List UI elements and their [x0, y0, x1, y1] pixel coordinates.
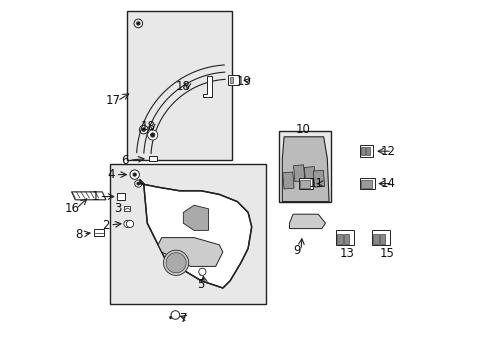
Bar: [359, 145, 373, 157]
Circle shape: [123, 220, 131, 228]
Bar: [371, 230, 389, 245]
Text: 13: 13: [339, 247, 354, 260]
Bar: [337, 234, 342, 244]
Polygon shape: [183, 205, 208, 230]
Bar: [336, 230, 354, 245]
Circle shape: [142, 128, 145, 131]
Bar: [123, 206, 130, 211]
Text: 19: 19: [236, 75, 251, 87]
Bar: [366, 147, 370, 155]
Bar: [278, 131, 330, 202]
Text: 17: 17: [105, 94, 121, 107]
Bar: [361, 180, 371, 188]
Bar: [109, 164, 265, 304]
Text: 18: 18: [176, 80, 190, 93]
Circle shape: [137, 22, 140, 25]
Circle shape: [150, 133, 155, 137]
Text: 8: 8: [75, 228, 82, 240]
Text: 1: 1: [91, 190, 99, 203]
Circle shape: [137, 183, 139, 185]
Circle shape: [171, 311, 179, 319]
Polygon shape: [282, 137, 328, 202]
Bar: [343, 234, 348, 244]
Bar: [373, 234, 378, 244]
Text: 10: 10: [296, 123, 310, 136]
Circle shape: [130, 170, 139, 179]
Circle shape: [163, 250, 188, 275]
Bar: [117, 193, 125, 200]
Text: 3: 3: [114, 202, 121, 215]
Bar: [313, 170, 324, 187]
Text: 15: 15: [379, 247, 393, 260]
Text: 2: 2: [102, 219, 109, 231]
Bar: [293, 165, 305, 182]
Circle shape: [166, 253, 186, 273]
Text: 4: 4: [107, 168, 115, 181]
Polygon shape: [158, 238, 223, 266]
Text: 9: 9: [292, 244, 300, 257]
Bar: [94, 229, 104, 236]
Circle shape: [133, 173, 136, 176]
Polygon shape: [140, 180, 251, 288]
Text: 18: 18: [140, 120, 155, 132]
Circle shape: [126, 220, 133, 228]
Bar: [359, 178, 374, 189]
Text: 11: 11: [308, 177, 324, 190]
Bar: [127, 11, 231, 160]
Text: 12: 12: [380, 145, 394, 158]
Text: 16: 16: [64, 202, 79, 215]
Bar: [149, 156, 157, 161]
Text: 7: 7: [179, 312, 187, 325]
Bar: [282, 172, 294, 189]
Bar: [298, 178, 312, 189]
Polygon shape: [72, 192, 106, 200]
Polygon shape: [289, 214, 325, 229]
Bar: [360, 147, 365, 155]
Polygon shape: [203, 76, 212, 97]
Bar: [304, 167, 315, 184]
Circle shape: [147, 130, 158, 140]
Bar: [229, 77, 233, 83]
Bar: [299, 180, 309, 188]
Text: 14: 14: [380, 177, 395, 190]
Bar: [228, 75, 239, 85]
Text: 6: 6: [121, 154, 128, 167]
Text: 5: 5: [197, 278, 204, 291]
Bar: [379, 234, 385, 244]
Circle shape: [199, 268, 205, 275]
